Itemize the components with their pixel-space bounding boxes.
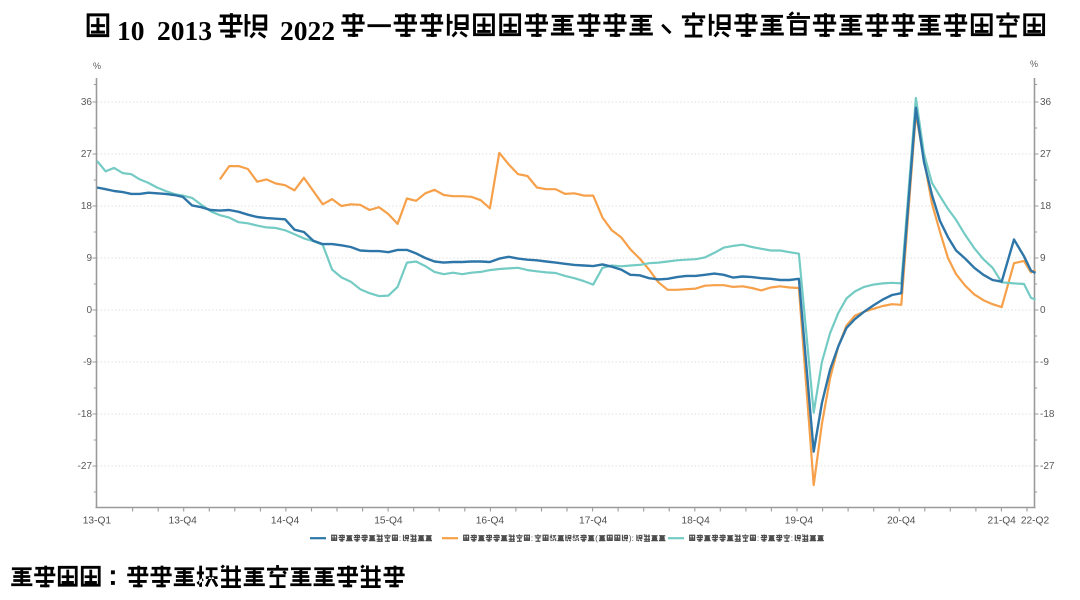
svg-text::: : (399, 534, 401, 543)
svg-text:9: 9 (86, 253, 92, 264)
svg-text:-18: -18 (78, 409, 93, 420)
svg-text:18: 18 (81, 201, 93, 212)
svg-text:2013: 2013 (157, 15, 212, 46)
svg-text:-27: -27 (78, 461, 93, 472)
svg-text:13-Q4: 13-Q4 (169, 516, 198, 527)
svg-text:%: % (93, 61, 101, 71)
svg-text:14-Q4: 14-Q4 (271, 516, 300, 527)
svg-text:27: 27 (81, 149, 93, 160)
svg-text:%: % (1030, 59, 1038, 69)
svg-text:36: 36 (1040, 97, 1052, 108)
svg-text:22-Q2: 22-Q2 (1021, 516, 1050, 527)
svg-text:10: 10 (117, 15, 145, 46)
svg-text:(: ( (595, 534, 598, 543)
svg-text:):: ): (629, 534, 634, 543)
svg-text::: : (791, 534, 793, 543)
svg-text:13-Q1: 13-Q1 (83, 516, 112, 527)
svg-text:36: 36 (81, 97, 93, 108)
svg-text:-9: -9 (83, 357, 92, 368)
svg-text:27: 27 (1040, 149, 1052, 160)
svg-text:0: 0 (86, 305, 92, 316)
svg-text:16-Q4: 16-Q4 (476, 516, 505, 527)
svg-text:18: 18 (1040, 201, 1052, 212)
svg-text:21-Q4: 21-Q4 (988, 516, 1017, 527)
svg-text:17-Q4: 17-Q4 (579, 516, 608, 527)
svg-text:-27: -27 (1040, 461, 1055, 472)
svg-text::: : (757, 534, 759, 543)
svg-text:9: 9 (1040, 253, 1046, 264)
svg-text:-18: -18 (1040, 409, 1055, 420)
svg-text::: : (531, 534, 533, 543)
svg-text:18-Q4: 18-Q4 (681, 516, 710, 527)
svg-text:0: 0 (1040, 305, 1046, 316)
svg-text:15-Q4: 15-Q4 (374, 516, 403, 527)
svg-text:20-Q4: 20-Q4 (887, 516, 916, 527)
svg-text:2022: 2022 (280, 15, 335, 46)
svg-text:19-Q4: 19-Q4 (785, 516, 814, 527)
svg-text:-9: -9 (1040, 357, 1049, 368)
